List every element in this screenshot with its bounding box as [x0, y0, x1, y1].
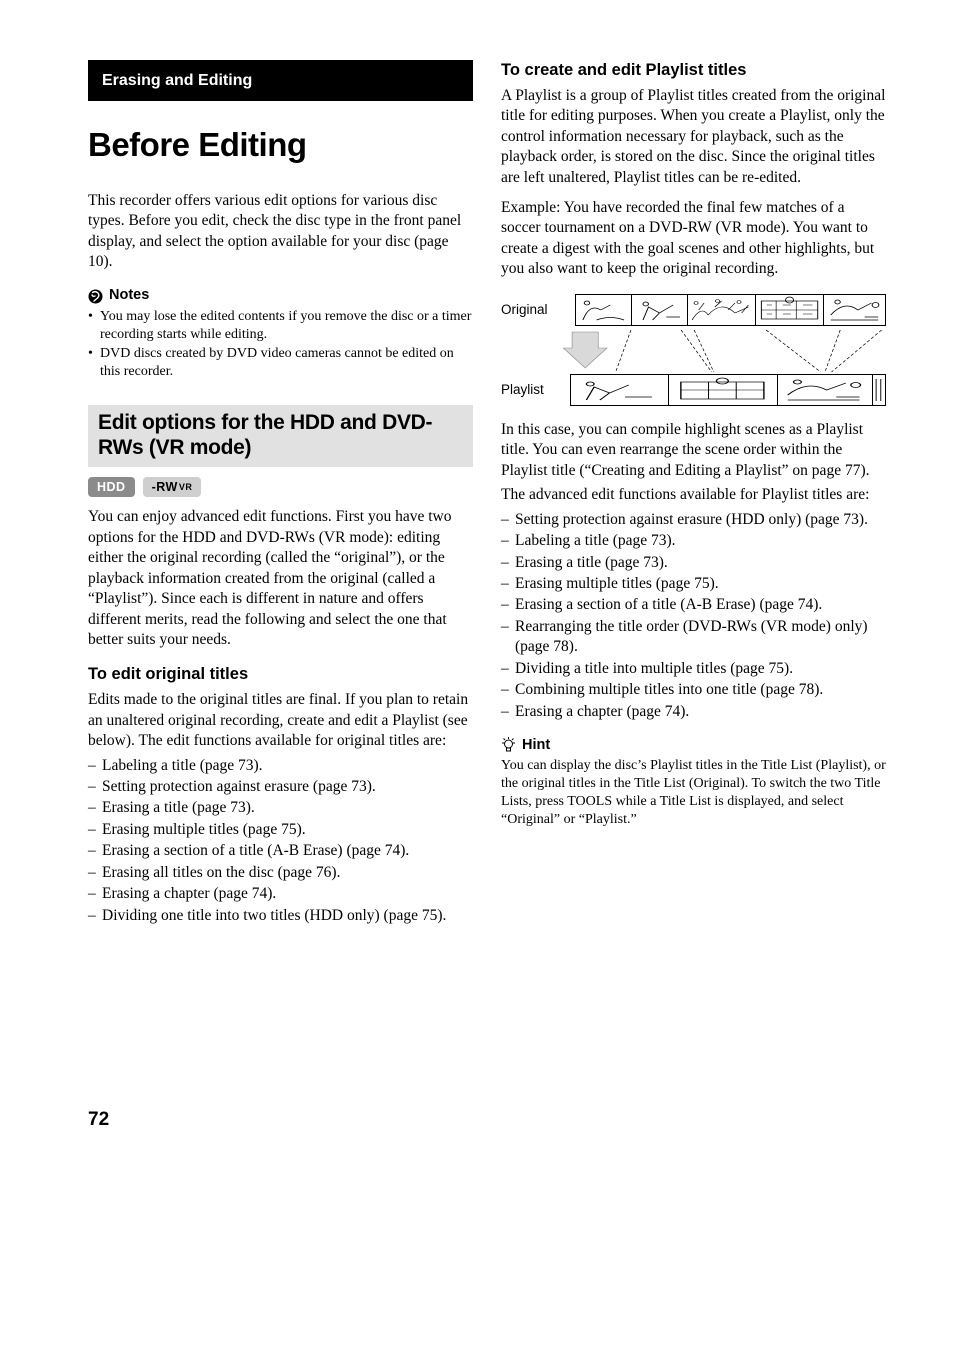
- list-item: Setting protection against erasure (page…: [88, 777, 473, 797]
- badge-rwvr-prefix: -RW: [152, 479, 178, 496]
- list-item: Labeling a title (page 73).: [501, 531, 886, 551]
- list-item: Labeling a title (page 73).: [88, 756, 473, 776]
- strip-cell: [632, 295, 688, 325]
- chapter-header: Erasing and Editing: [88, 60, 473, 101]
- strip-cell: [571, 375, 668, 405]
- list-item: Erasing a title (page 73).: [501, 553, 886, 573]
- playlist-body-4: The advanced edit functions available fo…: [501, 485, 886, 505]
- hint-label: Hint: [522, 736, 550, 755]
- hint-heading: Hint: [501, 736, 886, 755]
- page-number: 72: [88, 1107, 886, 1132]
- list-item: Setting protection against erasure (HDD …: [501, 510, 886, 530]
- list-item: Erasing a chapter (page 74).: [88, 884, 473, 904]
- diagram-label-playlist: Playlist: [501, 381, 554, 399]
- list-item: Erasing a section of a title (A-B Erase)…: [88, 841, 473, 861]
- list-item: Erasing multiple titles (page 75).: [88, 820, 473, 840]
- diagram-arrows: [559, 328, 886, 374]
- list-item: Dividing one title into two titles (HDD …: [88, 906, 473, 926]
- strip-cell: [576, 295, 632, 325]
- diagram-label-original: Original: [501, 301, 559, 319]
- notes-list: You may lose the edited contents if you …: [88, 308, 473, 382]
- playlist-heading: To create and edit Playlist titles: [501, 60, 886, 82]
- strip-cell: [688, 295, 756, 325]
- list-item: Dividing a title into multiple titles (p…: [501, 659, 886, 679]
- note-item: DVD discs created by DVD video cameras c…: [88, 345, 473, 381]
- original-list: Labeling a title (page 73). Setting prot…: [88, 756, 473, 927]
- notes-icon: [88, 289, 103, 304]
- list-item: Erasing a section of a title (A-B Erase)…: [501, 595, 886, 615]
- list-item: Combining multiple titles into one title…: [501, 680, 886, 700]
- diagram-strip-original: [575, 294, 886, 326]
- badge-hdd: HDD: [88, 477, 135, 498]
- strip-cell: [756, 295, 824, 325]
- list-item: Erasing a chapter (page 74).: [501, 702, 886, 722]
- section-body: You can enjoy advanced edit functions. F…: [88, 507, 473, 650]
- strip-cell: [669, 375, 779, 405]
- hint-icon: [501, 737, 516, 754]
- diagram-strip-playlist: [570, 374, 886, 406]
- list-item: Erasing multiple titles (page 75).: [501, 574, 886, 594]
- badge-rwvr: -RWVR: [143, 477, 202, 498]
- strip-cell: [873, 375, 885, 405]
- page-title: Before Editing: [88, 123, 473, 167]
- strip-cell: [778, 375, 872, 405]
- note-item: You may lose the edited contents if you …: [88, 308, 473, 344]
- section-header: Edit options for the HDD and DVD-RWs (VR…: [88, 405, 473, 467]
- original-heading: To edit original titles: [88, 664, 473, 686]
- original-body: Edits made to the original titles are fi…: [88, 690, 473, 751]
- list-item: Rearranging the title order (DVD-RWs (VR…: [501, 617, 886, 658]
- list-item: Erasing a title (page 73).: [88, 798, 473, 818]
- playlist-list: Setting protection against erasure (HDD …: [501, 510, 886, 723]
- chapter-title: Erasing and Editing: [102, 70, 252, 91]
- notes-label: Notes: [109, 286, 149, 305]
- list-item: Erasing all titles on the disc (page 76)…: [88, 863, 473, 883]
- badge-rwvr-suffix: VR: [179, 482, 193, 494]
- intro-paragraph: This recorder offers various edit option…: [88, 191, 473, 273]
- notes-heading: Notes: [88, 286, 473, 305]
- disc-badges: HDD -RWVR: [88, 477, 473, 498]
- playlist-diagram: Original: [501, 294, 886, 406]
- section-title: Edit options for the HDD and DVD-RWs (VR…: [98, 411, 465, 461]
- strip-cell: [824, 295, 885, 325]
- hint-body: You can display the disc’s Playlist titl…: [501, 757, 886, 829]
- playlist-body-3: In this case, you can compile highlight …: [501, 420, 886, 481]
- playlist-body-2: Example: You have recorded the final few…: [501, 198, 886, 280]
- playlist-body-1: A Playlist is a group of Playlist titles…: [501, 86, 886, 188]
